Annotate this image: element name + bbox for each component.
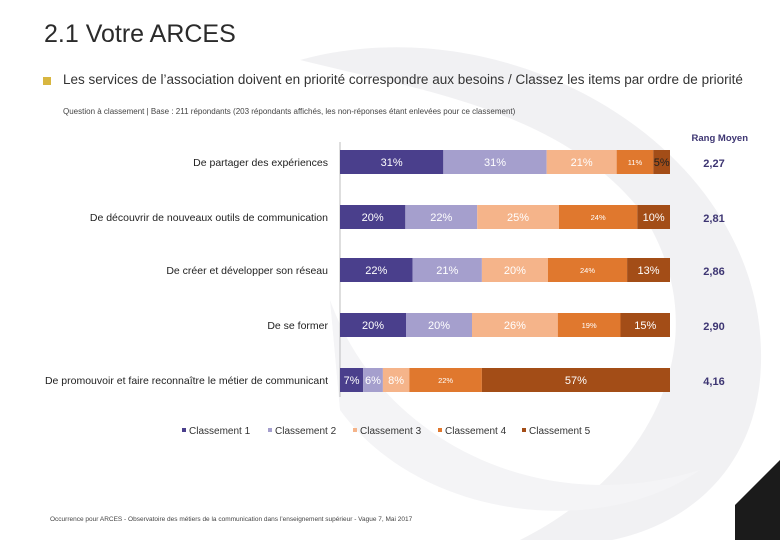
bar-segment <box>443 150 547 174</box>
legend-label: Classement 4 <box>445 426 507 437</box>
data-label: 5% <box>654 157 670 169</box>
data-label: 20% <box>362 212 384 224</box>
data-label: 24% <box>591 213 606 222</box>
data-label: 26% <box>504 320 526 332</box>
bar-segment <box>557 313 621 337</box>
data-label: 7% <box>344 375 360 387</box>
data-label: 20% <box>362 320 384 332</box>
rang-moyen-value: 2,81 <box>703 213 724 225</box>
legend-swatch <box>438 428 442 432</box>
bar-segment <box>627 258 670 282</box>
footer-source: Occurrence pour ARCES - Observatoire des… <box>50 516 413 523</box>
data-label: 8% <box>388 375 404 387</box>
data-label: 21% <box>571 157 593 169</box>
data-label: 11% <box>628 158 643 167</box>
question-text: Les services de l’association doivent en… <box>63 72 743 87</box>
bar-segment <box>653 150 670 174</box>
bullet-marker <box>43 77 51 85</box>
bar-segment <box>616 150 654 174</box>
data-label: 24% <box>580 266 595 275</box>
bar-segment <box>340 313 406 337</box>
legend-label: Classement 2 <box>275 426 337 437</box>
bar-segment <box>546 150 617 174</box>
bar-segment <box>412 258 482 282</box>
bar-segment <box>340 150 444 174</box>
legend-label: Classement 5 <box>529 426 591 437</box>
data-label: 20% <box>428 320 450 332</box>
data-label: 6% <box>365 375 381 387</box>
data-label: 20% <box>504 265 526 277</box>
data-label: 10% <box>643 212 665 224</box>
bar-segment <box>637 205 670 229</box>
bar-segment <box>340 205 406 229</box>
category-label: De se former <box>267 320 328 332</box>
data-label: 15% <box>634 320 656 332</box>
category-label: De découvrir de nouveaux outils de commu… <box>90 212 328 224</box>
bar-segment <box>477 205 559 229</box>
rang-moyen-value: 2,86 <box>703 266 724 278</box>
data-label: 25% <box>507 212 529 224</box>
data-label: 57% <box>565 375 587 387</box>
legend-swatch <box>182 428 186 432</box>
bar-segment <box>405 205 478 229</box>
page-title: 2.1 Votre ARCES <box>44 20 236 48</box>
bar-segment <box>340 258 413 282</box>
data-label: 22% <box>430 212 452 224</box>
bar-segment <box>558 205 638 229</box>
bar-segment <box>340 368 364 392</box>
bar-segment <box>363 368 383 392</box>
legend-label: Classement 1 <box>189 426 251 437</box>
bar-segment <box>409 368 482 392</box>
rang-moyen-value: 2,90 <box>703 321 724 333</box>
data-label: 19% <box>582 321 597 330</box>
data-label: 21% <box>436 265 458 277</box>
category-label: De partager des expériences <box>193 157 328 169</box>
data-label: 31% <box>484 157 506 169</box>
legend-label: Classement 3 <box>360 426 422 437</box>
bar-segment <box>382 368 410 392</box>
rang-moyen-value: 4,16 <box>703 376 724 388</box>
legend-swatch <box>522 428 526 432</box>
bar-segment <box>406 313 472 337</box>
data-label: 31% <box>381 157 403 169</box>
bar-segment <box>547 258 628 282</box>
legend-swatch <box>268 428 272 432</box>
rank-header: Rang Moyen <box>691 133 748 144</box>
category-label: De créer et développer son réseau <box>166 265 328 277</box>
bar-segment <box>472 313 558 337</box>
data-label: 13% <box>638 265 660 277</box>
base-subtitle: Question à classement | Base : 211 répon… <box>63 107 516 116</box>
data-label: 22% <box>438 376 453 385</box>
legend-swatch <box>353 428 357 432</box>
category-label: De promouvoir et faire reconnaître le mé… <box>45 375 328 387</box>
bar-segment <box>481 368 670 392</box>
rang-moyen-value: 2,27 <box>703 158 724 170</box>
data-label: 22% <box>365 265 387 277</box>
bar-segment <box>620 313 670 337</box>
bar-segment <box>481 258 548 282</box>
